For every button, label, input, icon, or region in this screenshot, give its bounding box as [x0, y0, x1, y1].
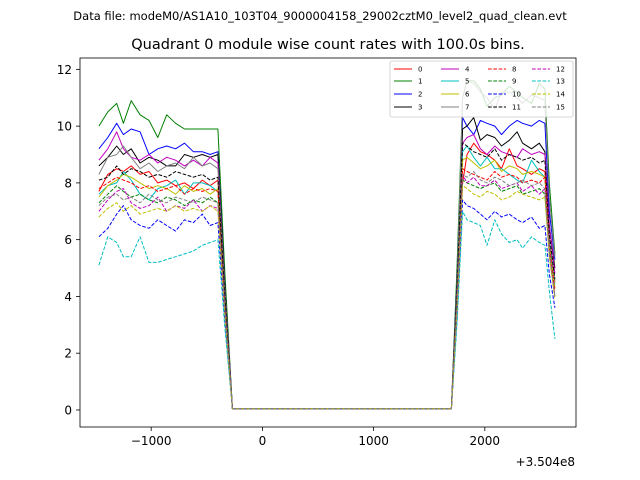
series-line-11	[98, 142, 556, 410]
legend-label-15: 15	[556, 104, 565, 112]
x-tick-label: −1000	[131, 434, 172, 448]
series-line-15	[98, 171, 556, 410]
x-tick-label: 2000	[470, 434, 501, 448]
x-tick-label: 0	[259, 434, 267, 448]
y-tick-label: 10	[57, 120, 72, 134]
legend-label-11: 11	[512, 104, 521, 112]
suptitle: Data file: modeM0/AS1A10_103T04_90000041…	[73, 9, 567, 23]
y-tick-label: 8	[64, 176, 72, 190]
x-axis-offset-label: +3.504e8	[516, 455, 575, 469]
legend-box	[389, 60, 574, 118]
legend-label-8: 8	[512, 66, 516, 74]
legend-label-2: 2	[418, 91, 422, 99]
series-line-13	[98, 210, 556, 410]
legend-label-0: 0	[418, 66, 422, 74]
tick-marks	[76, 68, 486, 431]
legend-label-13: 13	[556, 78, 565, 86]
series-line-14	[98, 185, 556, 410]
y-tick-label: 2	[64, 347, 72, 361]
legend-label-7: 7	[465, 104, 469, 112]
legend-label-1: 1	[418, 78, 422, 86]
legend-label-12: 12	[556, 66, 565, 74]
legend-label-6: 6	[465, 91, 470, 99]
y-tick-label: 4	[64, 290, 72, 304]
y-tick-label: 12	[57, 63, 72, 77]
chart-title: Quadrant 0 module wise count rates with …	[131, 37, 525, 53]
legend-label-14: 14	[556, 91, 565, 99]
legend-label-3: 3	[418, 104, 422, 112]
y-tick-label: 6	[64, 233, 72, 247]
legend-label-10: 10	[512, 91, 521, 99]
y-tick-label: 0	[64, 403, 72, 417]
legend-label-5: 5	[465, 78, 469, 86]
plot-frame	[79, 57, 577, 428]
series-lines	[98, 80, 556, 410]
y-axis-tick-labels: 0 2 4 6 8 10 12	[57, 63, 72, 418]
legend-label-9: 9	[512, 78, 516, 86]
plot-area	[80, 58, 576, 427]
x-axis-tick-labels: −1000 0 1000 2000	[131, 434, 500, 448]
x-tick-label: 1000	[358, 434, 389, 448]
legend-label-4: 4	[465, 66, 470, 74]
